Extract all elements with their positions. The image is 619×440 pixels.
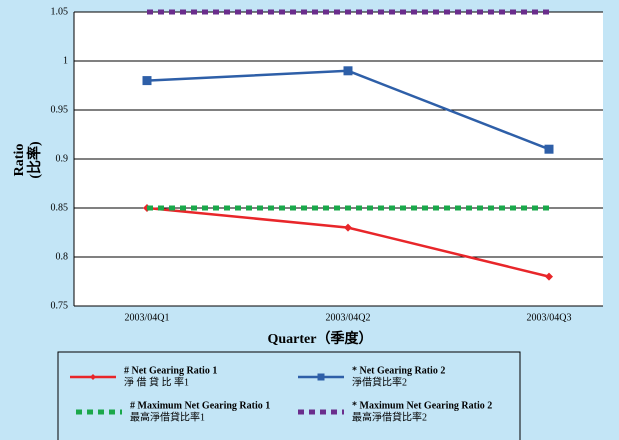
x-tick-label: 2003/04Q2 xyxy=(326,312,371,323)
y-axis-title: Ratio xyxy=(12,144,27,177)
y-tick-label: 1 xyxy=(63,55,68,66)
marker xyxy=(545,272,553,281)
marker xyxy=(142,76,152,86)
legend-marker xyxy=(90,374,96,380)
y-tick-label: 0.9 xyxy=(56,153,69,164)
y-tick-label: 0.75 xyxy=(51,300,69,311)
marker xyxy=(343,66,353,76)
legend-label-zh: 淨借貸比率2 xyxy=(352,375,407,388)
legend-label: * Net Gearing Ratio 2 xyxy=(352,365,445,376)
legend-box xyxy=(57,351,521,440)
legend-label: # Maximum Net Gearing Ratio 1 xyxy=(130,400,270,411)
legend-label-zh: 最高淨借貸比率1 xyxy=(130,410,205,423)
y-tick-label: 0.8 xyxy=(56,251,69,262)
legend-marker xyxy=(317,373,325,381)
y-tick-label: 1.05 xyxy=(51,6,69,17)
legend-label-zh: 最高淨借貸比率2 xyxy=(352,410,427,423)
legend-label: * Maximum Net Gearing Ratio 2 xyxy=(352,400,492,411)
x-tick-label: 2003/04Q1 xyxy=(125,312,170,323)
y-axis-title-zh: (比率) xyxy=(26,141,43,179)
y-tick-label: 0.85 xyxy=(51,202,69,213)
legend-label-zh: 淨 借 貸 比 率1 xyxy=(124,375,189,388)
x-axis-title: Quarter（季度） xyxy=(268,330,373,347)
y-tick-label: 0.95 xyxy=(51,104,69,115)
marker xyxy=(344,223,352,232)
legend-label: # Net Gearing Ratio 1 xyxy=(124,365,217,376)
x-tick-label: 2003/04Q3 xyxy=(527,312,572,323)
marker xyxy=(544,144,554,154)
